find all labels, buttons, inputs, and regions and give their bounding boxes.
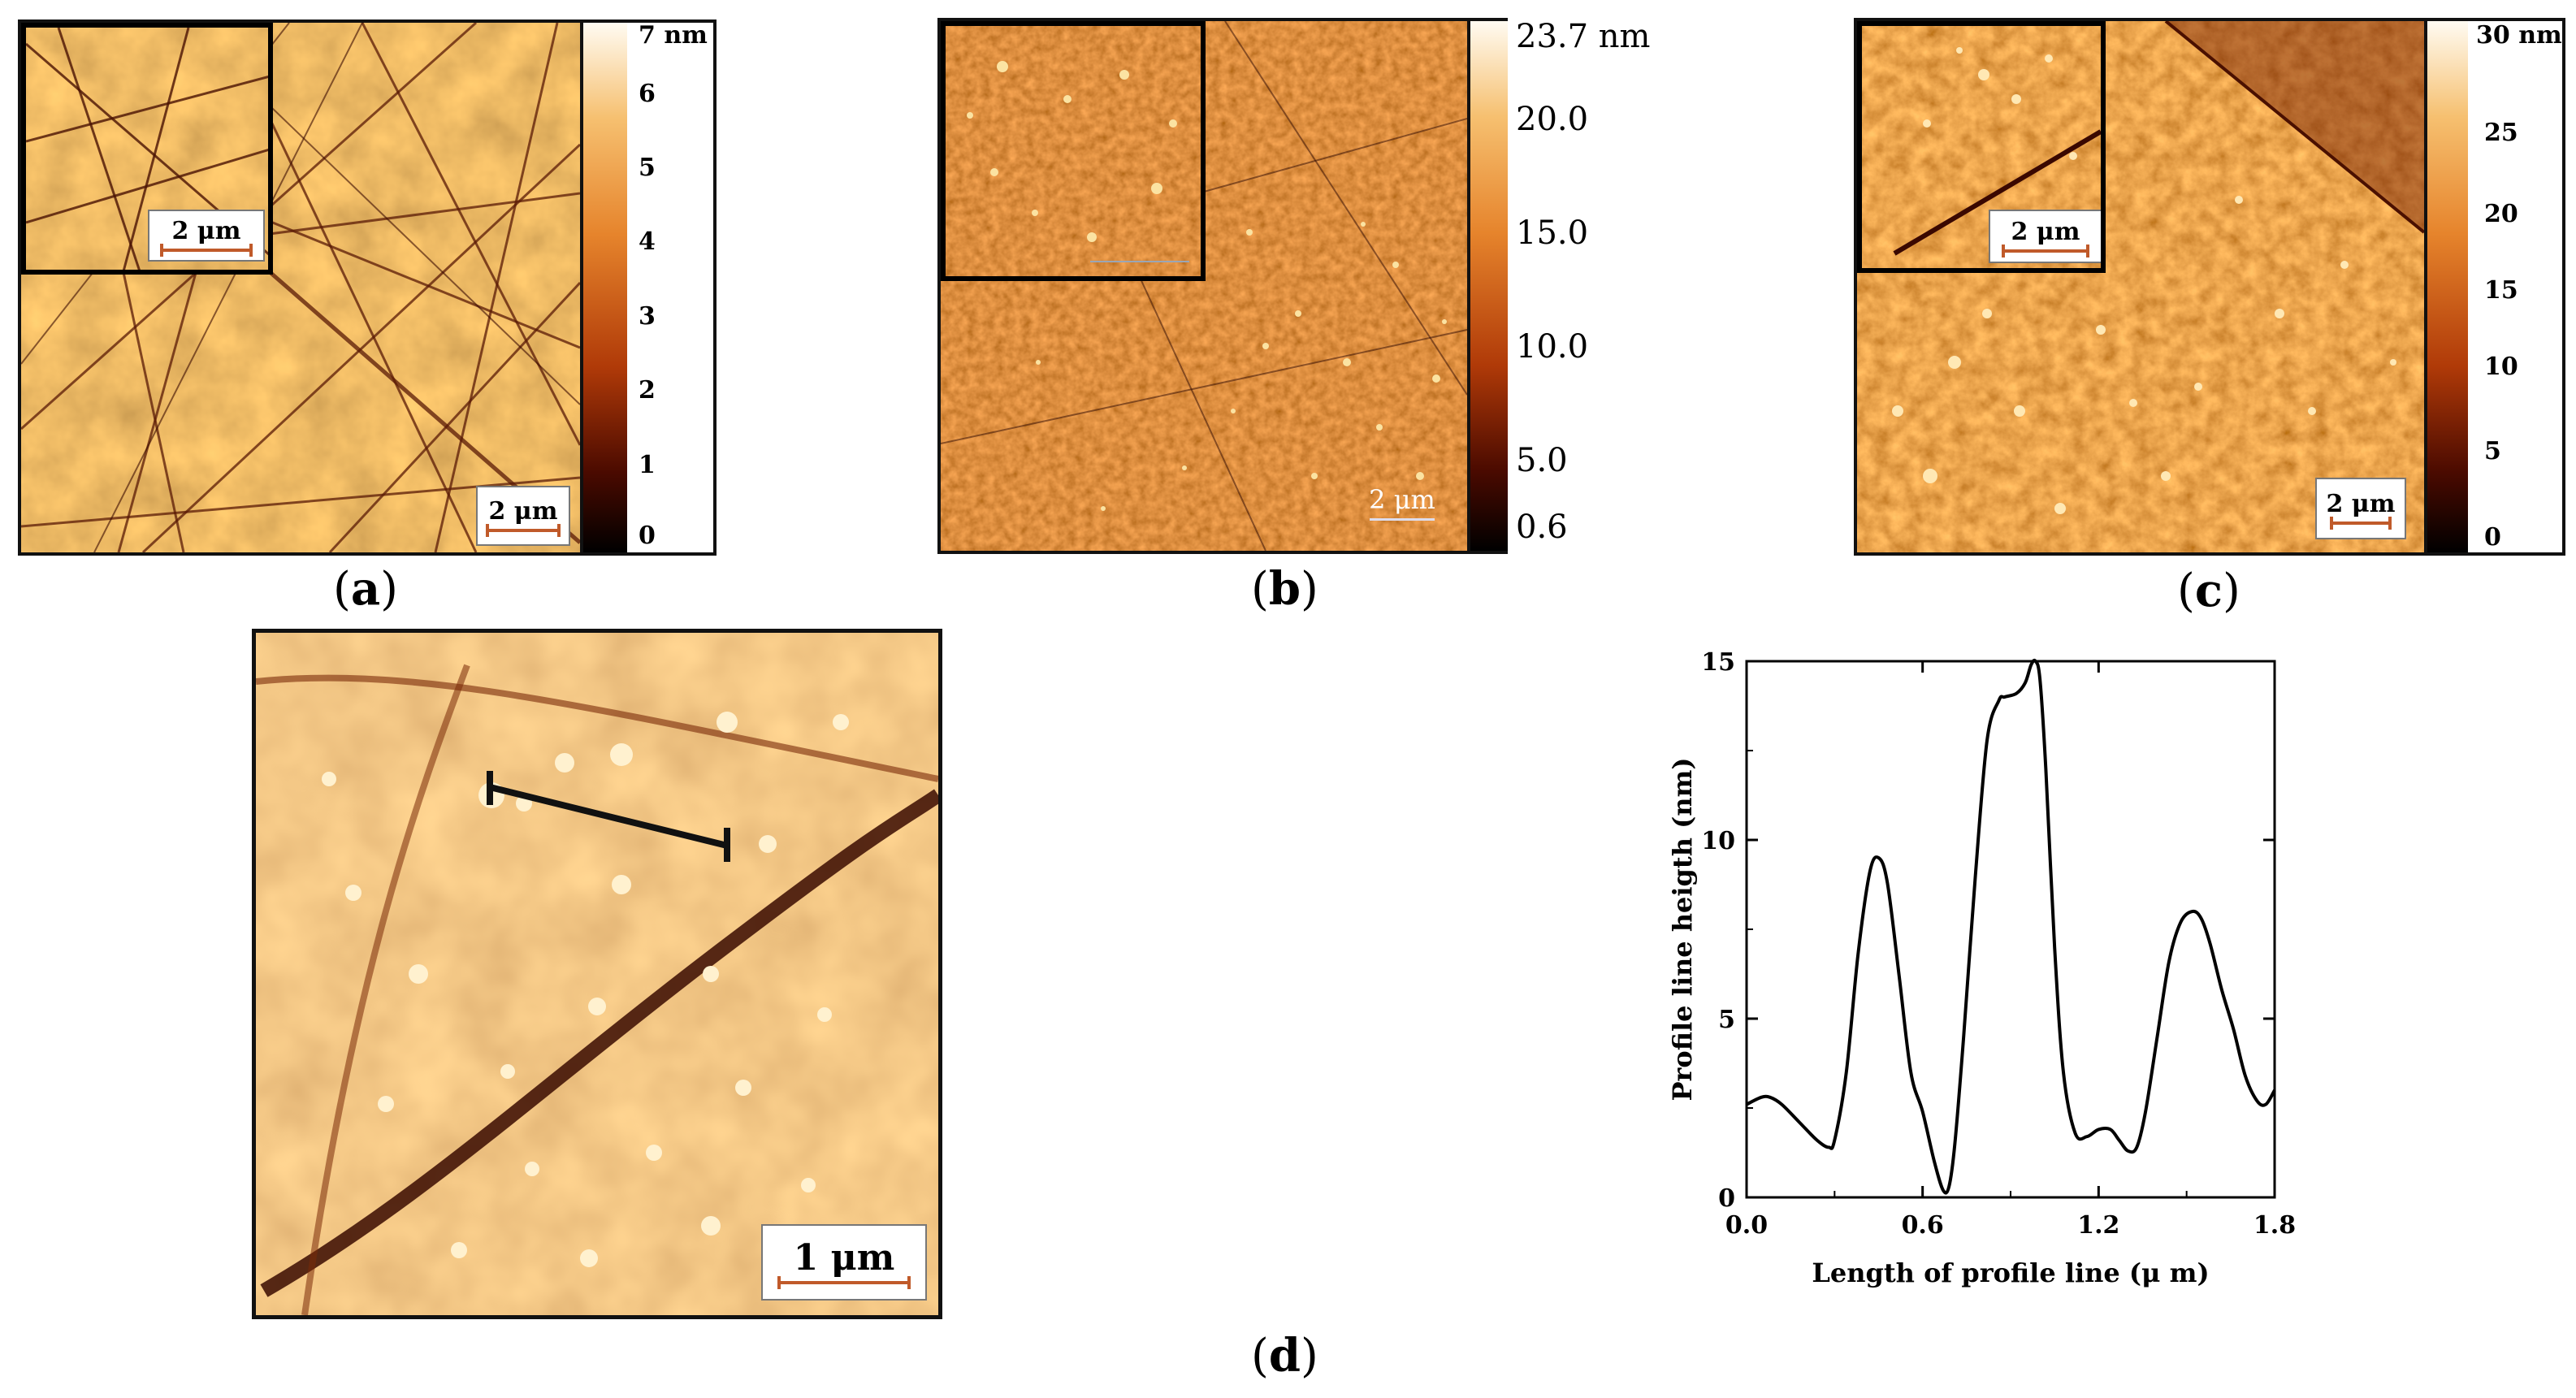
scale-bar-main-d: 1 μm <box>761 1224 927 1301</box>
colorbar-tick: 10.0 <box>1516 328 1589 366</box>
colorbar-tick: 20 <box>2484 200 2518 228</box>
scale-bar-inset-a: 2 μm <box>148 210 265 262</box>
y-tick-label: 0 <box>1718 1184 1735 1213</box>
panel-label-d: (d) <box>1251 1329 1318 1383</box>
colorbar-frame-c <box>2468 18 2565 556</box>
colorbar-tick: 20.0 <box>1516 101 1589 138</box>
panel-label-c: (c) <box>2177 564 2240 617</box>
scale-bar-main-c: 2 μm <box>2315 478 2406 539</box>
colorbar-tick: 3 <box>639 302 656 331</box>
afm-image-panel-a: 2 μm 2 μm <box>18 19 583 556</box>
x-axis-label: Length of profile line (μ m) <box>1812 1257 2209 1288</box>
colorbar-tick: 30 nm <box>2476 21 2562 50</box>
colorbar-tick: 5.0 <box>1516 442 1568 479</box>
plot-frame <box>1745 660 2276 1199</box>
profile-line-chart: 0.0 0.6 1.2 1.8 0 5 10 15 Length of profile line… <box>1667 648 2296 1288</box>
y-tick-label: 10 <box>1701 827 1735 855</box>
panel-label-a: (a) <box>333 562 399 616</box>
afm-image-panel-d: 1 μm <box>252 629 942 1319</box>
y-axis-label: Profile line heigth (nm) <box>1667 757 1698 1101</box>
scale-bar-label: 1 μm <box>793 1237 895 1279</box>
y-tick-label: 5 <box>1718 1006 1735 1034</box>
afm-image-a <box>21 23 580 552</box>
colorbar-c <box>2427 18 2468 556</box>
afm-image-d <box>256 633 938 1315</box>
scale-bar-label: 2 μm <box>171 217 241 245</box>
x-tick-label: 0.0 <box>1725 1211 1768 1240</box>
scale-bar-inset-c: 2 μm <box>1989 210 2101 263</box>
panel-label-b: (b) <box>1251 562 1318 616</box>
afm-image-panel-b: 2 μm <box>937 18 1470 554</box>
colorbar-tick: 15 <box>2484 276 2518 305</box>
scale-bar-main-b: 2 μm <box>1362 484 1443 533</box>
colorbar-frame-a <box>627 19 717 556</box>
colorbar-tick: 0 <box>2484 523 2501 552</box>
x-tick-label: 1.8 <box>2253 1211 2296 1240</box>
colorbar-tick: 15.0 <box>1516 214 1589 252</box>
colorbar-tick: 6 <box>639 80 656 108</box>
afm-inset-a: 2 μm <box>21 23 273 275</box>
colorbar-tick: 5 <box>639 154 656 182</box>
colorbar-tick: 1 <box>639 451 656 479</box>
colorbar-tick: 2 <box>639 376 656 405</box>
colorbar-tick: 25 <box>2484 119 2518 147</box>
colorbar-tick: 0.6 <box>1516 509 1568 546</box>
colorbar-a <box>583 19 627 556</box>
scale-bar-label: 2 μm <box>488 497 558 526</box>
scale-bar-label: 2 μm <box>2011 218 2080 246</box>
x-tick-label: 0.6 <box>1902 1211 1944 1240</box>
afm-image-panel-c: 2 μm 2 μm <box>1854 18 2427 556</box>
colorbar-tick: 4 <box>639 227 656 256</box>
colorbar-tick: 5 <box>2484 437 2501 465</box>
colorbar-tick: 23.7 nm <box>1516 18 1651 55</box>
colorbar-b <box>1470 18 1508 554</box>
y-tick-label: 15 <box>1701 648 1735 677</box>
x-tick-label: 1.2 <box>2077 1211 2119 1240</box>
scale-bar-main-a: 2 μm <box>476 486 570 546</box>
colorbar-tick: 0 <box>639 522 656 550</box>
scale-bar-label: 2 μm <box>1369 484 1435 515</box>
afm-inset-b <box>941 21 1206 281</box>
colorbar-tick: 10 <box>2484 353 2518 381</box>
profile-series-line <box>1746 658 2276 1195</box>
scale-bar-label: 2 μm <box>2326 490 2396 518</box>
colorbar-tick: 7 nm <box>639 21 708 50</box>
afm-inset-c: 2 μm <box>1857 21 2106 273</box>
